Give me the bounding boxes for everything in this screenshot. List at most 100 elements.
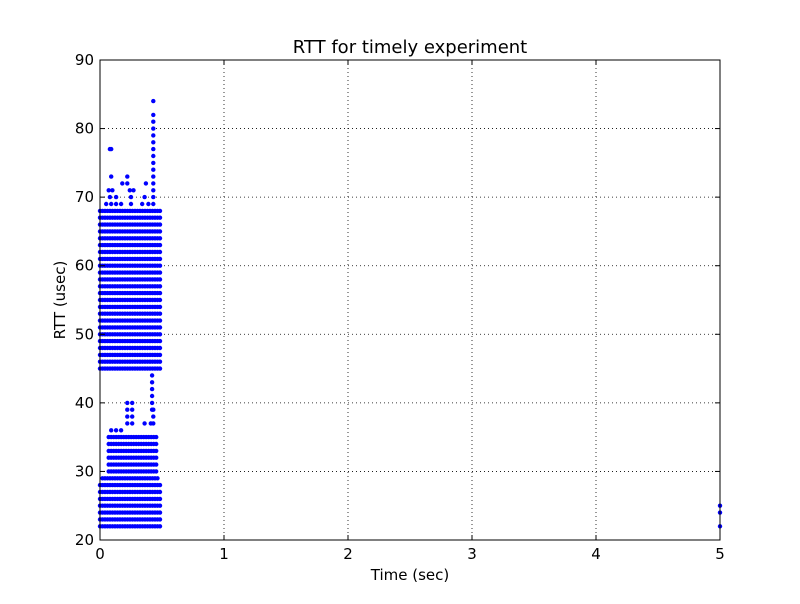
y-tick-label: 70: [75, 188, 94, 206]
data-point: [154, 469, 159, 474]
plot-frame: [99, 59, 721, 541]
data-point: [157, 229, 163, 234]
data-point: [104, 201, 109, 207]
data-point: [157, 345, 163, 351]
data-point: [125, 174, 130, 179]
data-point: [106, 188, 111, 193]
data-point: [118, 428, 124, 433]
data-point: [113, 194, 119, 200]
data-point: [157, 510, 163, 515]
data-point: [151, 194, 156, 200]
data-point: [157, 359, 163, 364]
data-point: [109, 201, 114, 207]
data-point: [157, 366, 163, 371]
x-tick-label: 5: [715, 545, 725, 563]
data-point: [151, 201, 156, 207]
data-point: [125, 181, 130, 186]
data-point: [125, 414, 130, 419]
data-point: [151, 188, 156, 193]
data-point: [157, 524, 163, 529]
data-point: [109, 428, 114, 433]
data-point: [109, 146, 114, 152]
data-point: [151, 98, 156, 104]
data-point: [107, 194, 113, 200]
x-tick-label: 2: [343, 545, 353, 563]
data-point: [151, 421, 156, 426]
data-point: [151, 414, 156, 419]
data-point: [157, 489, 163, 495]
data-point: [157, 256, 163, 262]
data-point: [151, 112, 156, 118]
y-tick-label: 20: [75, 531, 94, 549]
data-point: [154, 434, 159, 440]
x-tick-label: 4: [591, 545, 601, 563]
data-point: [151, 133, 156, 138]
y-axis-label: RTT (usec): [51, 261, 69, 340]
data-point: [157, 311, 163, 316]
data-point: [157, 208, 163, 214]
y-tick-label: 50: [75, 325, 94, 343]
data-point: [157, 297, 163, 303]
data-point: [151, 126, 156, 131]
data-point: [113, 201, 119, 207]
data-point: [157, 236, 163, 241]
data-point: [109, 174, 114, 179]
data-point: [151, 153, 156, 159]
data-point: [125, 407, 130, 412]
data-point: [118, 201, 124, 207]
x-axis-label: Time (sec): [370, 566, 449, 584]
data-point: [140, 201, 145, 207]
data-point: [142, 194, 147, 200]
data-point: [143, 181, 149, 186]
data-point: [125, 421, 130, 426]
data-point: [157, 332, 163, 337]
data-point: [130, 407, 135, 412]
data-point: [157, 222, 163, 227]
data-point: [157, 284, 163, 289]
data-point: [151, 140, 156, 145]
data-point: [149, 400, 155, 406]
data-point: [149, 373, 155, 378]
x-tick-label: 0: [95, 545, 105, 563]
data-point: [154, 448, 159, 454]
data-point: [151, 160, 156, 166]
data-point: [151, 119, 156, 124]
data-point: [142, 421, 147, 426]
y-tick-label: 30: [75, 462, 94, 480]
data-point: [110, 188, 115, 193]
data-point: [151, 146, 156, 152]
data-point: [151, 167, 156, 172]
data-point: [130, 421, 135, 426]
data-point: [120, 181, 125, 186]
data-point: [149, 380, 155, 385]
data-point: [128, 201, 134, 207]
data-point: [127, 188, 132, 193]
data-point: [157, 325, 163, 330]
y-tick-label: 90: [75, 51, 94, 69]
data-point: [130, 400, 135, 406]
axis-ticks: 0 1 2 3 4 5 20 30 40 50 60 70 80 90: [75, 51, 725, 563]
data-point: [157, 496, 163, 502]
data-point: [131, 188, 136, 193]
data-point: [151, 174, 156, 179]
data-point: [151, 407, 156, 412]
data-point: [157, 290, 163, 296]
data-point: [154, 441, 159, 447]
data-point: [154, 462, 159, 467]
data-point: [151, 181, 156, 186]
data-point: [113, 428, 119, 433]
data-point: [157, 263, 163, 268]
data-point: [157, 338, 163, 344]
data-point: [157, 482, 163, 488]
data-point: [155, 476, 160, 481]
y-tick-label: 80: [75, 120, 94, 138]
data-point: [157, 318, 163, 323]
data-point: [125, 400, 130, 406]
data-point: [157, 270, 163, 275]
data-point: [157, 304, 163, 310]
data-point: [157, 242, 163, 248]
x-tick-label: 3: [467, 545, 477, 563]
data-point: [157, 352, 163, 358]
